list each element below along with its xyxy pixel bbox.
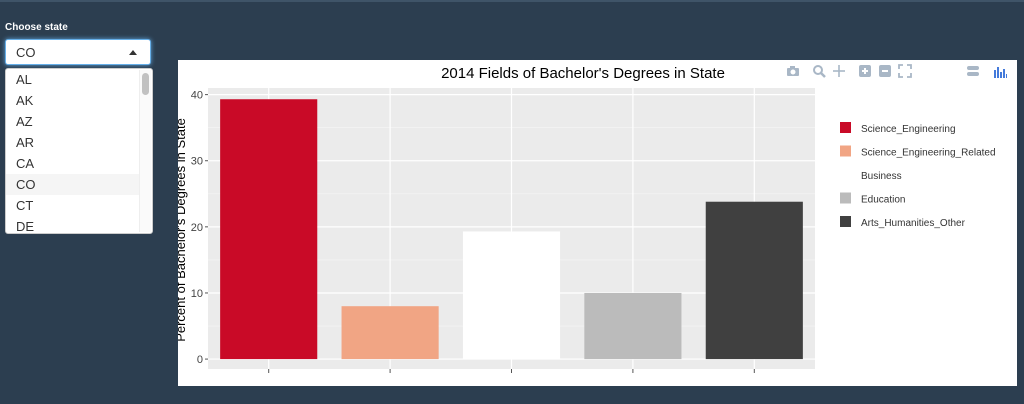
state-option[interactable]: AL [16, 72, 32, 87]
y-axis-ticks: 0 10 20 30 40 [191, 90, 208, 366]
y-tick-label: 20 [191, 222, 203, 234]
state-option-list: AL AK AZ AR CA CO CT DE [6, 69, 152, 234]
state-option[interactable]: AR [16, 135, 35, 150]
state-select-label: Choose state [5, 22, 68, 33]
legend-label[interactable]: Arts_Humanities_Other [861, 218, 966, 229]
hover-compare-icon[interactable] [966, 64, 980, 78]
state-option[interactable]: CT [16, 198, 34, 213]
legend-label[interactable]: Education [861, 195, 905, 206]
reset-axes-icon[interactable] [918, 64, 932, 78]
legend-swatch[interactable] [840, 216, 851, 227]
legend-swatch[interactable] [840, 169, 851, 180]
chart-title: 2014 Fields of Bachelor's Degrees in Sta… [441, 65, 725, 82]
bar-business[interactable] [462, 231, 561, 360]
y-tick-label: 10 [191, 288, 203, 300]
legend-swatch[interactable] [840, 145, 851, 157]
bar-education[interactable] [584, 292, 682, 360]
plot-container: 0 10 20 30 40 2014 Fields of Bachelor's Degr… [173, 60, 1017, 386]
state-select[interactable]: CO [5, 39, 151, 65]
legend-label[interactable]: Business [861, 171, 902, 182]
x-axis-ticks [268, 369, 755, 373]
bar-science-engineering-related[interactable] [341, 306, 439, 360]
zoom-in-icon[interactable] [858, 64, 872, 78]
state-option[interactable]: AK [16, 93, 34, 108]
state-option[interactable]: DE [16, 219, 35, 234]
pan-icon[interactable] [832, 64, 846, 78]
autoscale-icon[interactable] [898, 64, 912, 78]
top-border [0, 0, 1024, 2]
bar-chart: 0 10 20 30 40 2014 Fields of Bachelor's Degr… [173, 65, 996, 373]
y-tick-label: 0 [197, 354, 203, 366]
scrollbar-thumb[interactable] [142, 73, 149, 95]
bar-arts-humanities-other[interactable] [705, 201, 803, 360]
plotly-logo-icon[interactable] [993, 64, 1007, 78]
legend-label[interactable]: Science_Engineering [861, 124, 956, 135]
dropdown-scrollbar[interactable] [139, 70, 151, 232]
state-select-value: CO [16, 45, 36, 60]
state-dropdown[interactable]: AL AK AZ AR CA CO CT DE [5, 68, 153, 234]
legend-swatch[interactable] [840, 192, 851, 204]
y-axis-label: Percent of Bachelor's Degrees in State [178, 118, 188, 342]
spike-lines-icon[interactable] [944, 64, 958, 78]
y-tick-label: 40 [191, 90, 203, 102]
bar-science-engineering[interactable] [220, 99, 318, 360]
legend-swatch[interactable] [840, 122, 851, 133]
state-option[interactable]: AZ [16, 114, 33, 129]
zoom-out-icon[interactable] [878, 64, 892, 78]
state-option[interactable]: CA [16, 156, 35, 171]
zoom-icon[interactable] [812, 64, 826, 78]
legend[interactable]: Science_Engineering Science_Engineering_R… [840, 122, 996, 229]
camera-icon[interactable] [786, 64, 800, 78]
caret-up-icon [129, 50, 137, 55]
state-option[interactable]: CO [6, 174, 151, 195]
y-tick-label: 30 [191, 156, 203, 168]
legend-label[interactable]: Science_Engineering_Related [861, 148, 996, 159]
bars [220, 99, 803, 360]
